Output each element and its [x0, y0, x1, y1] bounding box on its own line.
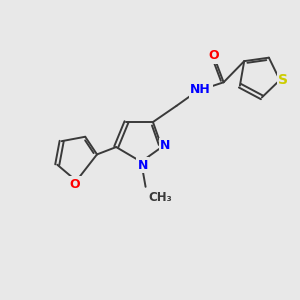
Text: CH₃: CH₃ — [148, 191, 172, 204]
Text: N: N — [137, 159, 148, 172]
Text: O: O — [208, 49, 219, 62]
Text: S: S — [278, 73, 288, 87]
Text: N: N — [160, 139, 170, 152]
Text: NH: NH — [190, 83, 211, 96]
Text: O: O — [70, 178, 80, 191]
